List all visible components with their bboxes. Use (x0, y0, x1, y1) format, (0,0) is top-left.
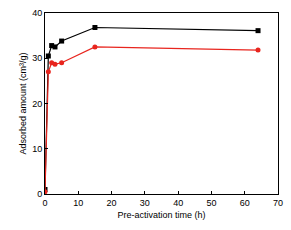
svg-text:40: 40 (32, 8, 42, 18)
svg-text:70: 70 (273, 198, 283, 208)
svg-text:20: 20 (32, 99, 42, 109)
svg-text:50: 50 (206, 198, 216, 208)
svg-text:Adsorbed amount (cm³/g): Adsorbed amount (cm³/g) (18, 52, 28, 154)
svg-text:0: 0 (42, 198, 47, 208)
svg-text:60: 60 (240, 198, 250, 208)
svg-text:Pre-activation time (h): Pre-activation time (h) (117, 210, 205, 220)
svg-text:30: 30 (32, 53, 42, 63)
svg-text:10: 10 (73, 198, 83, 208)
svg-text:20: 20 (107, 198, 117, 208)
svg-text:0: 0 (37, 189, 42, 199)
svg-text:30: 30 (140, 198, 150, 208)
svg-text:10: 10 (32, 144, 42, 154)
svg-text:40: 40 (173, 198, 183, 208)
